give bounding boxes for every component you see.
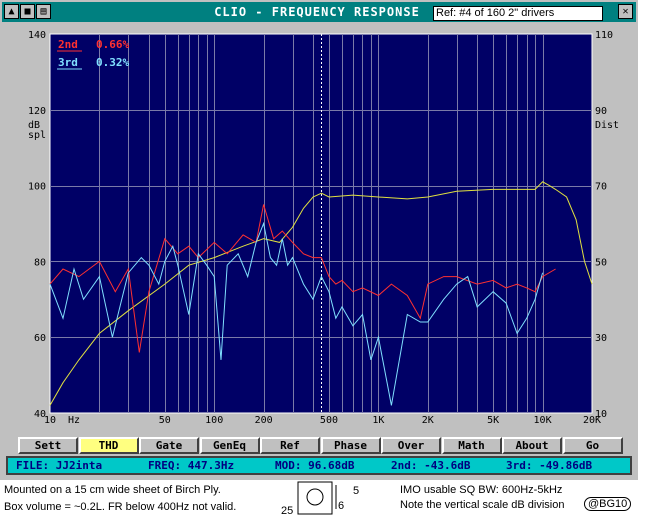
left-tick-label: 40	[34, 409, 46, 420]
status-bar: FILE: JJ2inta FREQ: 447.3Hz MOD: 96.68dB…	[6, 456, 632, 475]
right-tick-label: 90	[595, 106, 607, 117]
series-line-0	[49, 181, 593, 406]
print-icon[interactable]: ▤	[36, 4, 51, 19]
button-math[interactable]: Math	[441, 437, 502, 454]
window-title: CLIO - FREQUENCY RESPONSE	[214, 5, 420, 19]
series-line-1	[49, 204, 556, 353]
legend-entry-2nd: 2nd 0.66%	[57, 38, 129, 52]
status-file: FILE: JJ2inta	[16, 459, 103, 472]
series-line-2	[49, 221, 544, 406]
diagram-label-5: 5	[353, 485, 359, 497]
left-tick-label: 140	[28, 30, 46, 41]
legend-label: 2nd	[58, 38, 78, 51]
button-bar: Sett THD Gate GenEq Ref Phase Over Math About Go	[18, 437, 626, 455]
status-mod: MOD: 96.68dB	[275, 459, 355, 472]
badge: @BG10	[584, 497, 632, 511]
left-tick-label: 100	[28, 182, 46, 193]
x-tick-label: 100	[205, 415, 223, 426]
note-vertical-scale: Note the vertical scale dB division	[400, 499, 565, 511]
x-tick-label: 50	[159, 415, 171, 426]
button-about[interactable]: About	[502, 437, 562, 454]
left-tick-label: 60	[34, 333, 46, 344]
status-freq: FREQ: 447.3Hz	[148, 459, 235, 472]
x-tick-label: 2K	[422, 415, 434, 426]
diagram-label-25: 25	[281, 505, 293, 515]
close-icon[interactable]: ✕	[618, 4, 633, 19]
x-tick-label: Hz	[68, 415, 80, 426]
right-tick-label: 10	[595, 409, 607, 420]
button-gate[interactable]: Gate	[139, 437, 199, 454]
reference-field[interactable]: Ref: #4 of 160 2" drivers	[433, 6, 603, 21]
note-usable-bandwidth: IMO usable SQ BW: 600Hz-5kHz	[400, 484, 563, 496]
button-geneq[interactable]: GenEq	[199, 437, 260, 454]
grid-lines	[50, 34, 592, 413]
status-3rd: 3rd: -49.86dB	[506, 459, 593, 472]
left-axis-label-db: dB	[28, 120, 40, 131]
x-tick-label: 1K	[372, 415, 384, 426]
frequency-response-chart: 140 120 100 80 60 40 110 90 70 50 30 10 10 Hz 50 100 200…	[28, 30, 619, 426]
button-go[interactable]: Go	[562, 437, 623, 454]
legend-label: 3rd	[58, 56, 78, 69]
right-tick-label: 110	[595, 30, 613, 41]
x-tick-label: 10	[44, 415, 56, 426]
x-tick-label: 5K	[487, 415, 499, 426]
x-tick-label: 200	[255, 415, 273, 426]
legend-entry-3rd: 3rd 0.32%	[57, 56, 129, 70]
driver-diagram: 5 6 25	[281, 481, 359, 515]
note-box-volume: Box volume = ~0.2L. FR below 400Hz not v…	[4, 501, 237, 513]
clio-window: ▲ ■ ▤ CLIO - FREQUENCY RESPONSE Ref: #4 …	[0, 0, 638, 480]
open-icon[interactable]: ▲	[4, 4, 19, 19]
note-mounting: Mounted on a 15 cm wide sheet of Birch P…	[4, 484, 221, 496]
button-sett[interactable]: Sett	[18, 437, 78, 454]
title-bar: ▲ ■ ▤ CLIO - FREQUENCY RESPONSE Ref: #4 …	[2, 2, 636, 22]
legend-value: 0.32%	[96, 56, 129, 69]
x-tick-label: 10K	[534, 415, 552, 426]
right-axis-label-dist: Dist	[595, 120, 619, 131]
right-tick-label: 50	[595, 257, 607, 268]
left-axis-label-spl: spl	[28, 130, 46, 141]
status-2nd: 2nd: -43.6dB	[391, 459, 471, 472]
button-phase[interactable]: Phase	[320, 437, 381, 454]
button-over[interactable]: Over	[381, 437, 441, 454]
legend-value: 0.66%	[96, 38, 129, 51]
right-tick-label: 30	[595, 333, 607, 344]
save-icon[interactable]: ■	[20, 4, 35, 19]
diagram-label-6: 6	[338, 500, 344, 512]
button-thd[interactable]: THD	[78, 437, 139, 454]
button-ref[interactable]: Ref	[260, 437, 320, 454]
left-tick-label: 80	[34, 257, 46, 268]
right-tick-label: 70	[595, 182, 607, 193]
x-tick-label: 500	[320, 415, 338, 426]
left-tick-label: 120	[28, 106, 46, 117]
x-tick-label: 20K	[583, 415, 601, 426]
